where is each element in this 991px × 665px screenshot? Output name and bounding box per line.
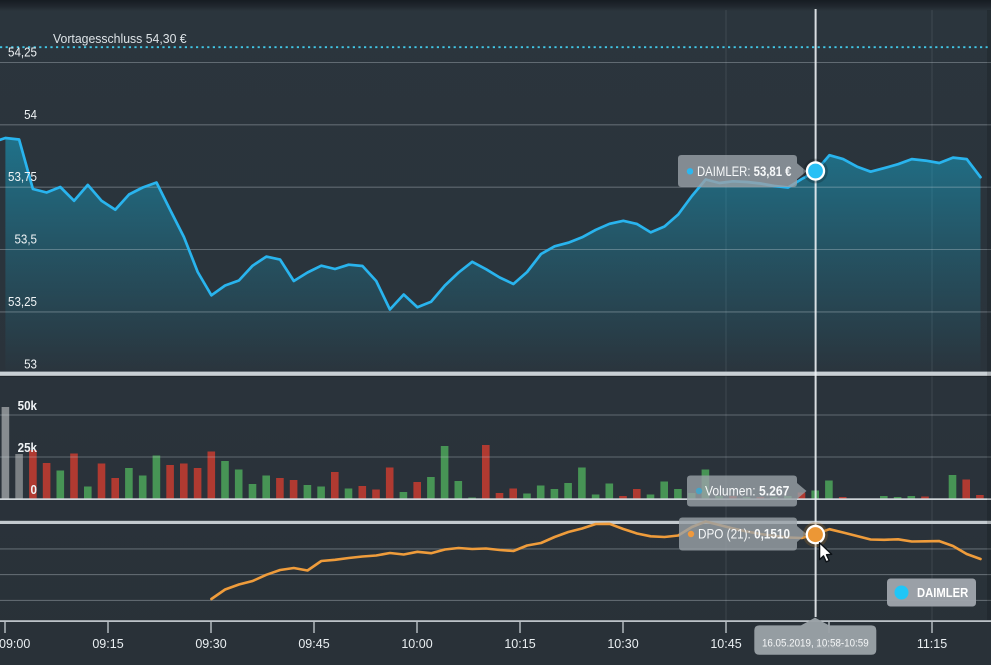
svg-text:Volumen: 5.267: Volumen: 5.267 [705, 483, 789, 499]
svg-text:53,5: 53,5 [14, 232, 37, 247]
svg-text:DPO (21): 0,1510: DPO (21): 0,1510 [698, 527, 790, 542]
svg-text:09:45: 09:45 [298, 637, 329, 651]
svg-text:10:00: 10:00 [401, 637, 432, 651]
svg-text:09:15: 09:15 [92, 637, 123, 651]
svg-text:10:45: 10:45 [710, 637, 741, 651]
svg-text:50k: 50k [18, 399, 38, 414]
svg-text:11:15: 11:15 [917, 637, 947, 651]
svg-text:10:15: 10:15 [504, 637, 535, 651]
svg-text:25k: 25k [18, 441, 38, 456]
svg-text:53,25: 53,25 [8, 295, 37, 310]
svg-text:09:00: 09:00 [0, 637, 30, 651]
svg-text:0: 0 [31, 483, 38, 498]
svg-text:54: 54 [24, 108, 37, 123]
svg-text:16.05.2019, 10:58-10:59: 16.05.2019, 10:58-10:59 [762, 637, 869, 650]
svg-text:53: 53 [24, 357, 37, 372]
svg-text:53,75: 53,75 [8, 170, 37, 185]
svg-text:DAIMLER: DAIMLER [917, 585, 969, 600]
svg-text:09:30: 09:30 [195, 637, 226, 651]
svg-text:Vortagesschluss 54,30 €: Vortagesschluss 54,30 € [53, 31, 187, 47]
svg-text:10:30: 10:30 [607, 637, 638, 651]
svg-text:DAIMLER: 53,81 €: DAIMLER: 53,81 € [697, 164, 792, 179]
svg-text:54,25: 54,25 [8, 45, 37, 60]
